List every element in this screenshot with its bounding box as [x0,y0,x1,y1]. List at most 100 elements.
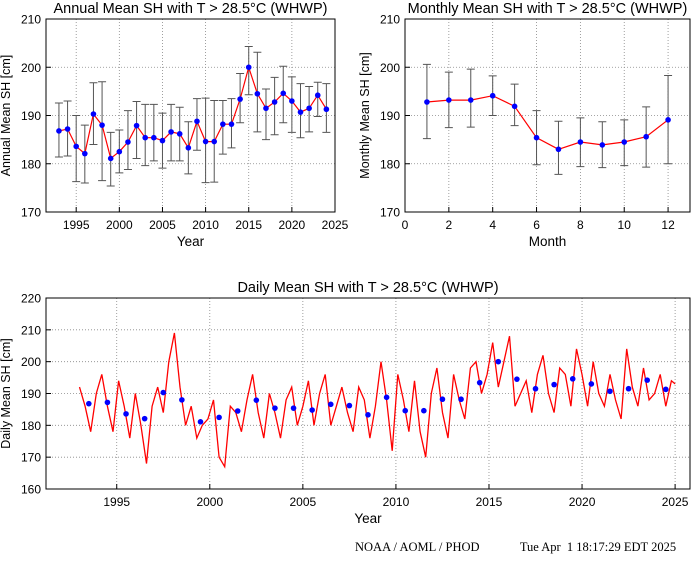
annual-point [73,143,79,150]
annual-point [151,134,157,141]
daily-point [197,419,204,425]
daily-point [141,415,148,422]
annual-error-bar [132,101,141,159]
annual-error-bar [270,76,279,136]
monthly-ytick-label: 170 [380,206,400,220]
daily-ytick-label: 200 [21,355,41,369]
daily-point [458,396,464,403]
monthly-xtick-label: 10 [618,218,632,232]
annual-ytick-label: 170 [21,206,41,220]
annual-error-bar [261,88,270,141]
annual-point [107,155,114,162]
footer-org: NOAA / AOML / PHOD [355,540,480,554]
daily-point [253,397,260,403]
daily-xtick-label: 2010 [383,495,410,509]
daily-point [365,412,371,418]
monthly-point [489,92,496,99]
daily-point [532,385,539,392]
daily-xtick-label: 1995 [103,495,130,509]
annual-point [90,111,97,117]
annual-point [297,109,304,115]
annual-point [245,64,252,71]
daily-ytick-label: 170 [21,451,41,465]
monthly-xtick-label: 0 [402,218,409,232]
daily-point [514,376,520,382]
annual-point [271,99,278,105]
annual-point [82,150,88,157]
annual-point [125,139,131,145]
annual-error-bar [192,98,201,151]
annual-point [237,96,243,102]
monthly-point [577,139,584,145]
monthly-xtick-label: 8 [577,218,584,232]
daily-point [551,381,557,388]
annual-error-bar [287,76,296,133]
monthly-xtick-label: 2 [446,218,453,232]
monthly-point [643,133,649,140]
monthly-point [555,146,562,153]
daily-point [421,407,427,414]
daily-point [663,386,669,393]
monthly-xtick-label: 4 [489,218,496,232]
daily-point [607,388,613,395]
monthly-xlabel: Month [529,234,567,249]
daily-point [179,397,185,403]
daily-plot-frame [45,297,691,490]
monthly-point [599,142,606,148]
annual-ytick-label: 200 [21,61,41,75]
annual-plot-frame [45,18,336,213]
annual-series-line [58,65,327,160]
annual-point [64,126,71,132]
annual-error-bar [98,81,107,182]
annual-point [56,128,62,134]
annual-point [185,145,192,151]
annual-ylabel: Annual Mean SH [cm] [0,55,13,177]
daily-ytick-label: 160 [21,483,41,497]
annual-point [159,137,166,144]
daily-xtick-label: 2005 [290,495,317,509]
annual-point [306,105,312,112]
monthly-point [665,117,671,123]
monthly-chart: 0 2 4 6 8 10 12 170 180 190 200 210 Monthly Mean SH … [358,1,691,249]
annual-chart: 1995 2000 2005 2010 2015 2020 2025 170 180 190 200… [0,1,349,249]
daily-ylabel: Daily Mean SH [cm] [0,338,13,448]
monthly-point [467,97,474,103]
annual-ytick-label: 180 [21,157,41,171]
monthly-ytick-label: 210 [380,13,400,27]
annual-title: Annual Mean SH with T > 28.5°C (WHWP) [53,1,327,17]
annual-point [133,122,140,129]
daily-point [327,401,334,408]
daily-point [160,389,167,396]
monthly-point [511,103,518,110]
daily-point [272,405,278,411]
annual-point [314,92,321,99]
annual-ytick-label: 210 [21,13,41,27]
annual-xtick-label: 2020 [279,218,306,232]
annual-xtick-label: 2010 [192,218,219,232]
annual-point [99,122,105,128]
annual-xtick-label: 2000 [106,218,133,232]
daily-xtick-label: 2000 [196,495,223,509]
monthly-ytick-label: 200 [380,61,400,75]
monthly-point [533,134,540,141]
daily-point [402,407,409,414]
daily-point [644,377,650,383]
daily-point [309,407,315,413]
monthly-series-line [426,95,669,150]
daily-point [588,381,595,387]
daily-point [104,399,111,406]
daily-xtick-label: 2015 [476,495,503,509]
daily-point [439,396,446,403]
daily-ytick-label: 190 [21,387,41,401]
daily-ytick-label: 180 [21,419,41,433]
daily-point [569,376,576,382]
daily-point [234,408,241,414]
daily-point [216,414,222,421]
daily-point [86,400,92,407]
footer-timestamp: Tue Apr 1 18:17:29 EDT 2025 [519,540,677,554]
monthly-plot-frame [404,18,691,213]
monthly-xtick-label: 12 [661,218,675,232]
annual-xtick-label: 2015 [235,218,262,232]
annual-point [263,105,269,112]
annual-point [116,148,123,155]
